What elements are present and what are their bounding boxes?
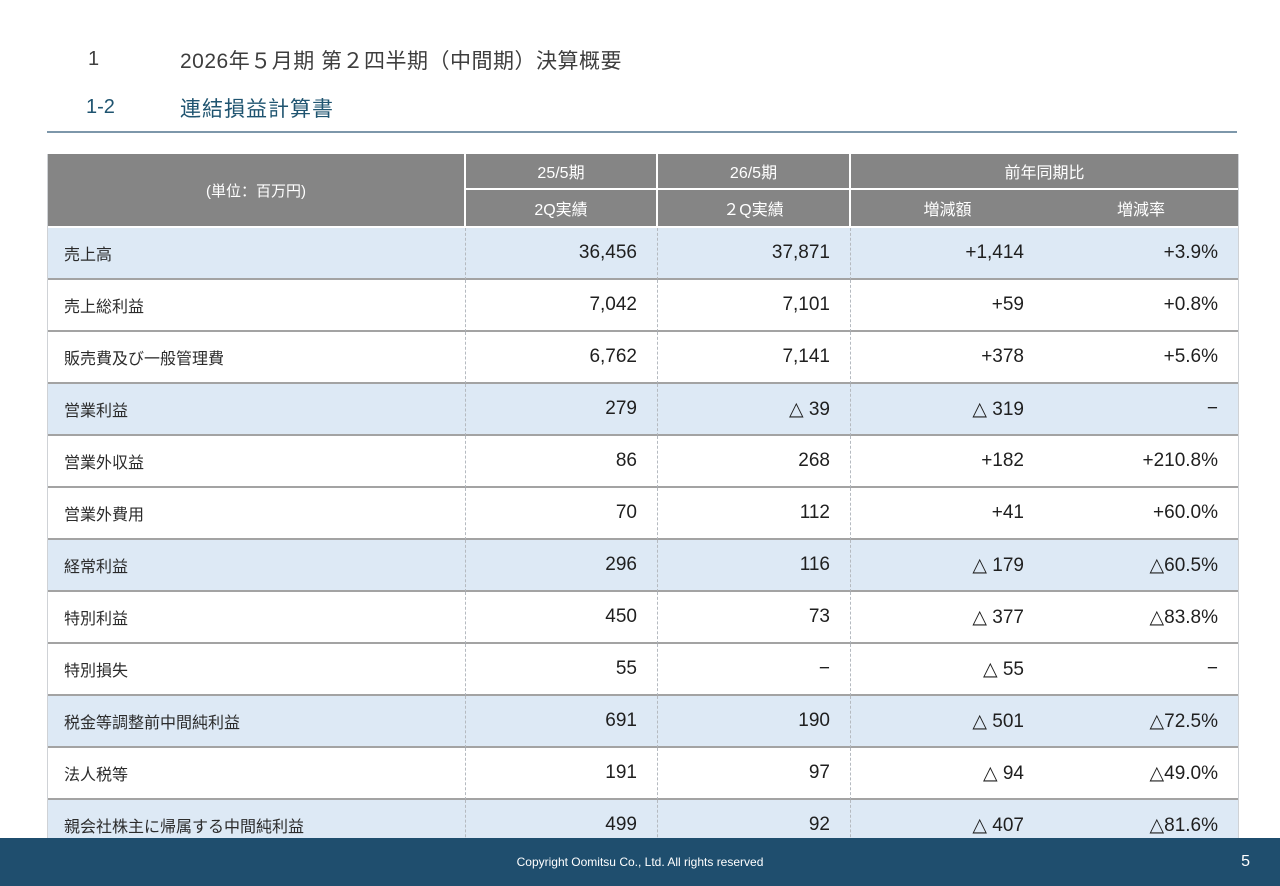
subsection-number: 1-2	[86, 96, 115, 118]
cell-25-5-2q: 279	[466, 384, 658, 436]
cell-25-5-2q: 70	[466, 488, 658, 540]
cell-26-5-2q: 73	[658, 592, 851, 644]
cell-change-rate: △49.0%	[1044, 748, 1239, 800]
cell-change-rate: △72.5%	[1044, 696, 1239, 748]
footer-copyright: Copyright Oomitsu Co., Ltd. All rights r…	[516, 855, 764, 869]
cell-26-5-2q: 7,141	[658, 332, 851, 384]
cell-26-5-2q: 7,101	[658, 280, 851, 332]
row-label: 特別利益	[48, 592, 466, 644]
cell-change-rate: △83.8%	[1044, 592, 1239, 644]
table-row-extraordinary-loss: 特別損失 55 − △ 55 −	[48, 644, 1239, 696]
cell-25-5-2q: 691	[466, 696, 658, 748]
cell-change-amount: +59	[851, 280, 1044, 332]
table-row-gross-profit: 売上総利益 7,042 7,101 +59 +0.8%	[48, 280, 1239, 332]
cell-change-amount: △ 94	[851, 748, 1044, 800]
cell-change-rate: +60.0%	[1044, 488, 1239, 540]
cell-26-5-2q: 116	[658, 540, 851, 592]
row-label: 売上高	[48, 228, 466, 280]
table-row-income-before-taxes: 税金等調整前中間純利益 691 190 △ 501 △72.5%	[48, 696, 1239, 748]
subheader-2q-actual-2: ２Q実績	[658, 190, 851, 228]
cell-change-rate: −	[1044, 384, 1239, 436]
table-row-net-sales: 売上高 36,456 37,871 +1,414 +3.9%	[48, 228, 1239, 280]
table-row-non-operating-expenses: 営業外費用 70 112 +41 +60.0%	[48, 488, 1239, 540]
row-label: 営業外収益	[48, 436, 466, 488]
column-header-yoy: 前年同期比	[851, 154, 1239, 190]
cell-change-amount: +1,414	[851, 228, 1044, 280]
row-label: 法人税等	[48, 748, 466, 800]
cell-25-5-2q: 191	[466, 748, 658, 800]
row-label: 経常利益	[48, 540, 466, 592]
cell-26-5-2q: −	[658, 644, 851, 696]
column-header-25-5: 25/5期	[466, 154, 658, 190]
cell-25-5-2q: 296	[466, 540, 658, 592]
cell-change-rate: +3.9%	[1044, 228, 1239, 280]
subsection-title: 連結損益計算書	[180, 98, 334, 121]
cell-change-amount: △ 501	[851, 696, 1044, 748]
title-divider	[47, 131, 1237, 133]
row-label: 営業利益	[48, 384, 466, 436]
cell-change-amount: +378	[851, 332, 1044, 384]
cell-change-amount: △ 179	[851, 540, 1044, 592]
cell-change-amount: +182	[851, 436, 1044, 488]
row-label: 売上総利益	[48, 280, 466, 332]
table-row-income-taxes: 法人税等 191 97 △ 94 △49.0%	[48, 748, 1239, 800]
section-title: 2026年５月期 第２四半期（中間期）決算概要	[180, 50, 623, 73]
subheader-change-amount: 増減額	[851, 190, 1044, 228]
cell-change-rate: +210.8%	[1044, 436, 1239, 488]
table-row-operating-income: 営業利益 279 △ 39 △ 319 −	[48, 384, 1239, 436]
cell-change-rate: +5.6%	[1044, 332, 1239, 384]
section-number: 1	[88, 48, 100, 70]
cell-26-5-2q: 97	[658, 748, 851, 800]
subheader-change-rate: 増減率	[1044, 190, 1239, 228]
cell-25-5-2q: 86	[466, 436, 658, 488]
table-row-extraordinary-income: 特別利益 450 73 △ 377 △83.8%	[48, 592, 1239, 644]
cell-25-5-2q: 36,456	[466, 228, 658, 280]
table-row-non-operating-income: 営業外収益 86 268 +182 +210.8%	[48, 436, 1239, 488]
cell-25-5-2q: 6,762	[466, 332, 658, 384]
cell-change-amount: △ 377	[851, 592, 1044, 644]
row-label: 販売費及び一般管理費	[48, 332, 466, 384]
cell-26-5-2q: 190	[658, 696, 851, 748]
row-label: 特別損失	[48, 644, 466, 696]
page-number: 5	[1241, 853, 1250, 870]
cell-change-rate: −	[1044, 644, 1239, 696]
cell-26-5-2q: 268	[658, 436, 851, 488]
income-statement-table: (単位：百万円) 25/5期 26/5期 前年同期比 2Q実績 ２Q実績 増減額…	[47, 154, 1240, 852]
cell-change-amount: △ 319	[851, 384, 1044, 436]
cell-26-5-2q: 37,871	[658, 228, 851, 280]
footer-bar: Copyright Oomitsu Co., Ltd. All rights r…	[0, 838, 1280, 886]
table-header-row-1: (単位：百万円) 25/5期 26/5期 前年同期比	[48, 154, 1239, 228]
table-row-sga-expenses: 販売費及び一般管理費 6,762 7,141 +378 +5.6%	[48, 332, 1239, 384]
cell-25-5-2q: 450	[466, 592, 658, 644]
row-label: 税金等調整前中間純利益	[48, 696, 466, 748]
cell-change-rate: △60.5%	[1044, 540, 1239, 592]
column-header-26-5: 26/5期	[658, 154, 851, 190]
cell-26-5-2q: 112	[658, 488, 851, 540]
subheader-2q-actual-1: 2Q実績	[466, 190, 658, 228]
cell-25-5-2q: 55	[466, 644, 658, 696]
row-label: 営業外費用	[48, 488, 466, 540]
cell-25-5-2q: 7,042	[466, 280, 658, 332]
cell-change-amount: △ 55	[851, 644, 1044, 696]
unit-label-cell: (単位：百万円)	[48, 154, 466, 228]
table-header-row-2: 2Q実績 ２Q実績 増減額 増減率	[48, 190, 1239, 228]
cell-26-5-2q: △ 39	[658, 384, 851, 436]
cell-change-rate: +0.8%	[1044, 280, 1239, 332]
cell-change-amount: +41	[851, 488, 1044, 540]
table-row-ordinary-income: 経常利益 296 116 △ 179 △60.5%	[48, 540, 1239, 592]
